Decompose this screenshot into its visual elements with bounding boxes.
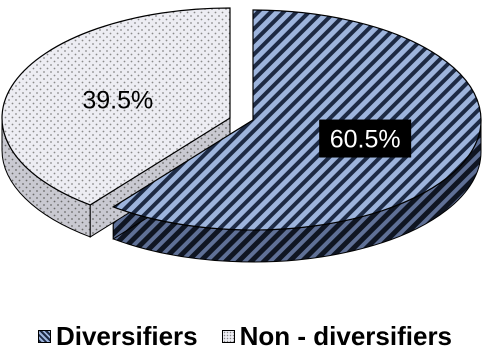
data-label-diversifiers: 60.5%	[319, 119, 412, 158]
data-label-non-diversifiers: 39.5%	[82, 86, 153, 114]
legend-label-diversifiers: Diversifiers	[55, 320, 198, 351]
pie-slice-diversifiers	[111, 9, 482, 231]
legend-label-non-diversifiers: Non - diversifiers	[239, 320, 453, 351]
legend-entry-non-diversifiers: Non - diversifiers	[221, 320, 453, 352]
data-label-text-diversifiers: 60.5%	[330, 126, 401, 154]
legend-swatch-diversifiers	[37, 329, 51, 343]
pie-slice-non-diversifiers	[1, 7, 231, 206]
chart-legend: Diversifiers Non - diversifiers	[0, 318, 490, 354]
pie-chart-svg: 60.5% 39.5%	[1, 7, 482, 263]
data-label-text-non-diversifiers: 39.5%	[82, 86, 153, 114]
legend-swatch-non-diversifiers	[221, 329, 235, 343]
legend-entry-diversifiers: Diversifiers	[37, 320, 198, 352]
data-label-box-diversifiers	[319, 119, 412, 158]
